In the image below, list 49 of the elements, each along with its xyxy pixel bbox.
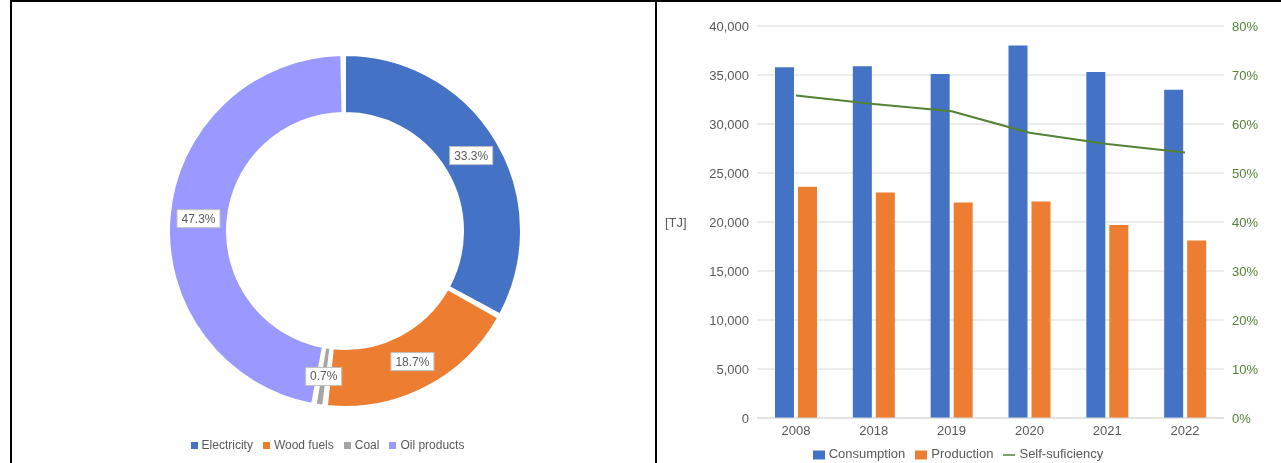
x-tick-label: 2020 [1014,423,1044,439]
legend-label: Production [931,446,994,461]
y-tick-label: 0 [741,410,749,426]
bar [1008,45,1028,418]
y2-tick-label: 60% [1232,116,1259,132]
y2-tick-label: 0% [1232,410,1252,426]
bar [798,186,817,418]
bar [930,74,950,418]
y-axis-title: [TJ] [665,214,687,230]
y-tick-label: 40,000 [709,18,749,34]
bar [1086,72,1106,418]
data-label: 47.3% [181,211,216,226]
bar [775,67,794,418]
y-tick-label: 5,000 [716,361,749,377]
y2-tick-label: 40% [1232,214,1259,230]
x-tick-label: 2008 [781,423,811,439]
bar [1109,224,1129,418]
line-series [794,94,1187,154]
x-tick-label: 2022 [1170,423,1200,439]
x-tick-label: 2019 [937,423,967,439]
data-label: 0.7% [309,369,338,384]
y-tick-label: 25,000 [709,165,749,181]
bar [1187,240,1207,418]
x-tick-label: 2018 [859,423,889,439]
y-tick-label: 10,000 [709,312,749,328]
bar [1031,201,1051,418]
bar [953,202,973,418]
bar [1164,89,1184,418]
y2-tick-label: 20% [1232,312,1259,328]
legend-label: Oil products [400,438,465,452]
y-tick-label: 15,000 [709,263,749,279]
x-tick-label: 2021 [1092,423,1122,439]
y-tick-label: 35,000 [709,67,749,83]
legend-label: Wood fuels [273,438,334,452]
data-label: 33.3% [454,148,489,163]
y2-tick-label: 30% [1232,263,1259,279]
legend-label: Self-suficiency [1019,446,1104,461]
y2-tick-label: 50% [1232,165,1259,181]
bar [852,66,872,418]
bar [875,192,895,418]
legend-label: Consumption [828,446,906,461]
y2-tick-label: 70% [1232,67,1259,83]
y2-tick-label: 80% [1232,18,1259,34]
legend-label: Electricity [201,438,253,452]
data-label: 18.7% [395,354,430,369]
legend-label: Coal [354,438,380,452]
y-tick-label: 30,000 [709,116,749,132]
y2-tick-label: 10% [1232,361,1259,377]
y-tick-label: 20,000 [709,214,749,230]
